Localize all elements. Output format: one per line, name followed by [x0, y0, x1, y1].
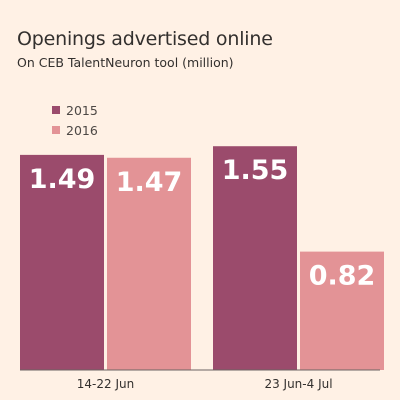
data-label-2016-1: 0.82 [309, 261, 376, 292]
legend-label-2016: 2016 [66, 122, 98, 138]
legend-item-2015: 2015 [52, 100, 98, 120]
legend-swatch-2016 [52, 126, 60, 134]
chart-title: Openings advertised online [17, 28, 273, 50]
bar-2015-0 [20, 154, 104, 370]
data-label-2015-0: 1.49 [29, 164, 96, 195]
data-label-2015-1: 1.55 [222, 155, 289, 186]
legend-label-2015: 2015 [66, 102, 98, 118]
bar-2016-0 [107, 157, 191, 370]
x-tick-label-0: 14-22 Jun [77, 377, 134, 391]
legend-swatch-2015 [52, 106, 60, 114]
x-tick-label-1: 23 Jun-4 Jul [264, 377, 332, 391]
chart-subtitle: On CEB TalentNeuron tool (million) [17, 55, 234, 70]
data-label-2016-0: 1.47 [116, 167, 183, 198]
legend-item-2016: 2016 [52, 120, 98, 140]
bar-2015-1 [213, 146, 297, 370]
legend: 2015 2016 [52, 100, 98, 140]
bar-2016-1 [300, 251, 384, 370]
